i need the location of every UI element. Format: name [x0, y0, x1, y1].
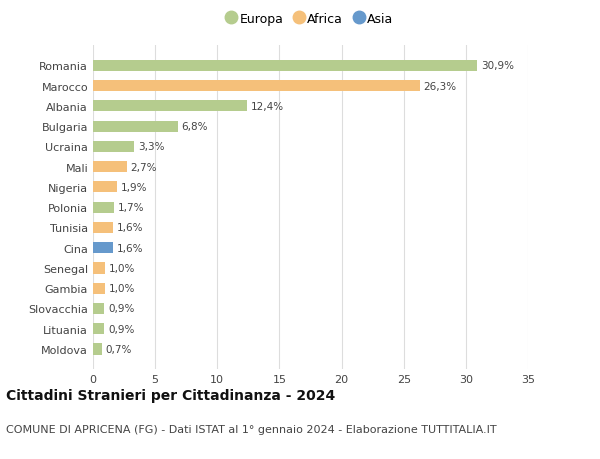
Legend: Europa, Africa, Asia: Europa, Africa, Asia — [228, 13, 393, 26]
Bar — [93, 303, 104, 314]
Bar — [93, 81, 420, 92]
Text: 0,9%: 0,9% — [108, 324, 134, 334]
Bar — [93, 324, 104, 335]
Text: 12,4%: 12,4% — [251, 101, 284, 112]
Bar — [93, 202, 114, 213]
Bar — [93, 344, 102, 355]
Bar — [93, 222, 113, 234]
Bar — [93, 182, 116, 193]
Text: 26,3%: 26,3% — [424, 81, 457, 91]
Bar — [93, 263, 106, 274]
Text: 1,0%: 1,0% — [109, 263, 136, 274]
Text: 1,0%: 1,0% — [109, 284, 136, 294]
Text: 3,3%: 3,3% — [138, 142, 164, 152]
Text: COMUNE DI APRICENA (FG) - Dati ISTAT al 1° gennaio 2024 - Elaborazione TUTTITALI: COMUNE DI APRICENA (FG) - Dati ISTAT al … — [6, 425, 497, 435]
Bar — [93, 141, 134, 152]
Bar — [93, 162, 127, 173]
Text: 0,9%: 0,9% — [108, 304, 134, 314]
Text: 1,9%: 1,9% — [121, 183, 147, 192]
Bar — [93, 101, 247, 112]
Text: 2,7%: 2,7% — [130, 162, 157, 172]
Text: 1,7%: 1,7% — [118, 203, 145, 213]
Bar — [93, 61, 477, 72]
Text: 6,8%: 6,8% — [181, 122, 208, 132]
Text: 1,6%: 1,6% — [116, 223, 143, 233]
Text: 30,9%: 30,9% — [481, 61, 514, 71]
Bar — [93, 283, 106, 294]
Text: 0,7%: 0,7% — [106, 344, 132, 354]
Text: 1,6%: 1,6% — [116, 243, 143, 253]
Bar — [93, 121, 178, 132]
Text: Cittadini Stranieri per Cittadinanza - 2024: Cittadini Stranieri per Cittadinanza - 2… — [6, 388, 335, 402]
Bar — [93, 242, 113, 254]
